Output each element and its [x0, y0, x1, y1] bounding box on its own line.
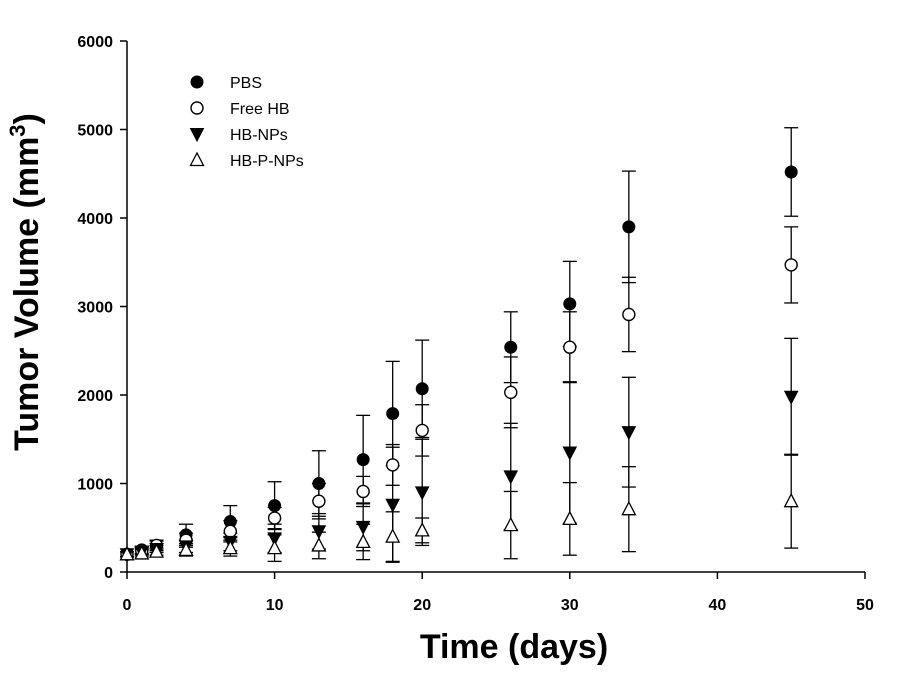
legend-label: HB-NPs: [230, 127, 288, 144]
data-point: [267, 539, 283, 555]
y-tick-label: 1000: [77, 477, 113, 494]
data-point: [356, 453, 370, 467]
data-point: [621, 426, 637, 441]
legend: PBS Free HB HB-NPs HB-P-NPs: [189, 75, 304, 170]
data-point: [311, 525, 327, 540]
data-point: [563, 340, 577, 354]
y-tick-label: 4000: [77, 211, 113, 228]
data-point: [223, 524, 238, 538]
data-point: [784, 165, 798, 179]
data-point: [415, 423, 429, 438]
x-tick-label: 20: [413, 597, 431, 614]
data-point: [148, 543, 165, 558]
data-point: [784, 258, 798, 272]
y-axis-title-superscript: 3: [5, 124, 30, 136]
data-markers: [119, 165, 799, 563]
data-point: [562, 510, 578, 526]
error-bars: [120, 127, 799, 563]
y-tick-label: 6000: [77, 34, 113, 51]
data-point: [312, 477, 326, 490]
data-point: [503, 516, 519, 532]
y-tick-label: 2000: [77, 388, 113, 405]
data-point: [268, 499, 282, 513]
y-axis-title-end: ): [8, 113, 46, 124]
legend-marker: [189, 151, 205, 167]
x-tick-label: 30: [561, 597, 579, 614]
data-point: [783, 492, 799, 508]
data-point: [311, 537, 327, 552]
data-point: [783, 390, 799, 405]
data-point: [385, 458, 400, 472]
x-axis-title: Time (days): [420, 628, 608, 666]
data-point: [178, 541, 194, 557]
y-tick-label: 5000: [77, 123, 113, 140]
data-point: [503, 470, 519, 485]
data-point: [415, 382, 429, 396]
y-axis-title-main: Tumor Volume (mm: [8, 137, 46, 451]
data-point: [355, 533, 371, 549]
legend-marker: [189, 128, 205, 143]
data-point: [355, 520, 371, 535]
data-point: [504, 385, 518, 400]
y-tick-label: 3000: [77, 300, 113, 317]
data-point: [386, 407, 400, 421]
data-point: [267, 532, 282, 547]
data-point: [414, 521, 430, 537]
data-point: [414, 486, 430, 501]
y-axis-title: Tumor Volume (mm3): [5, 113, 46, 451]
legend-label: PBS: [230, 75, 262, 92]
data-point: [385, 498, 401, 513]
data-point: [385, 528, 401, 543]
legend-marker: [190, 75, 204, 89]
axes: 0 10 20 30 40 50 0 1000 2000 3000 4000 5000 6000: [77, 34, 874, 614]
x-tick-label: 40: [709, 597, 727, 614]
data-point: [356, 484, 370, 499]
data-point: [267, 511, 282, 525]
data-point: [222, 539, 238, 555]
data-point: [622, 220, 636, 234]
x-tick-label: 10: [266, 597, 284, 614]
data-point: [119, 545, 135, 561]
data-point: [622, 307, 636, 322]
data-point: [134, 545, 150, 560]
legend-label: HB-P-NPs: [230, 153, 304, 170]
legend-marker: [190, 101, 204, 115]
data-point: [562, 446, 578, 461]
x-tick-label: 0: [123, 597, 132, 614]
data-point: [312, 494, 326, 508]
legend-label: Free HB: [230, 101, 290, 118]
data-point: [563, 297, 577, 311]
data-point: [621, 500, 637, 516]
x-tick-label: 50: [856, 597, 874, 614]
y-tick-label: 0: [104, 565, 113, 582]
data-point: [504, 340, 518, 354]
